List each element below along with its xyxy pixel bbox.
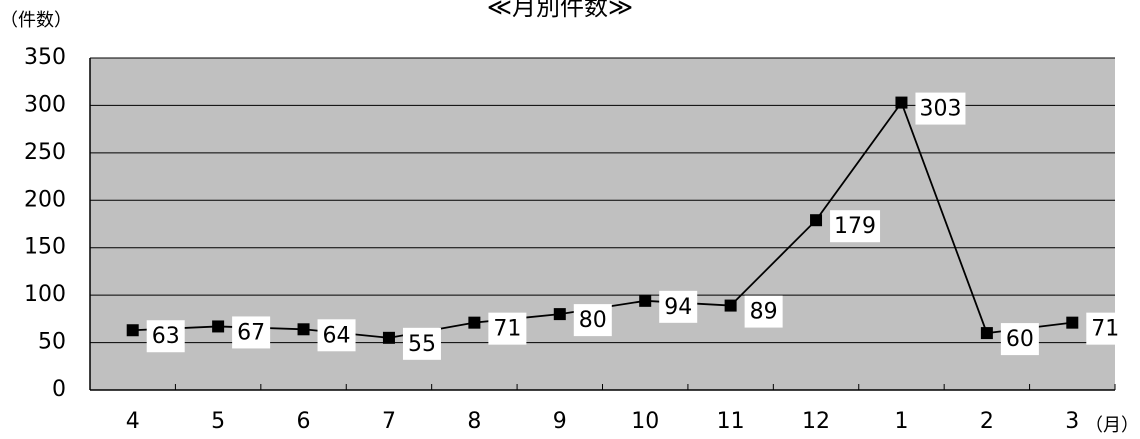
data-label-11: 89 <box>744 295 783 328</box>
x-tick-label-1: 1 <box>894 409 908 434</box>
data-label-text: 67 <box>237 320 265 345</box>
y-tick-label-300: 300 <box>24 92 66 117</box>
data-label-text: 63 <box>152 324 180 349</box>
data-point-5 <box>212 320 225 333</box>
data-point-3 <box>1066 316 1079 329</box>
y-axis-unit-label: （件数） <box>0 10 72 31</box>
x-tick-label-3: 3 <box>1065 409 1079 434</box>
data-label-box <box>915 92 966 125</box>
data-label-box <box>402 327 441 360</box>
x-tick-label-5: 5 <box>211 409 225 434</box>
data-label-box <box>317 319 356 352</box>
data-point-7 <box>382 331 395 344</box>
data-label-box <box>146 320 185 353</box>
x-tick-label-12: 12 <box>802 409 830 434</box>
x-tick-label-11: 11 <box>717 409 745 434</box>
y-tick-label-100: 100 <box>24 282 66 307</box>
data-label-text: 55 <box>408 332 436 357</box>
data-label-box <box>744 295 783 328</box>
data-point-10 <box>639 294 652 307</box>
data-label-text: 179 <box>834 214 876 239</box>
x-tick-label-8: 8 <box>467 409 481 434</box>
data-label-3: 71 <box>1086 312 1125 345</box>
data-label-4: 63 <box>146 320 185 353</box>
x-tick-label-2: 2 <box>980 409 994 434</box>
data-label-text: 71 <box>493 317 521 342</box>
data-labels: 63 67 64 55 71 80 94 89 179 303 60 71 <box>146 92 1125 360</box>
y-tick-label-350: 350 <box>24 45 66 70</box>
data-label-12: 179 <box>830 210 881 243</box>
data-label-2: 60 <box>1000 323 1039 356</box>
x-tick-label-4: 4 <box>126 409 140 434</box>
data-label-text: 64 <box>323 323 351 348</box>
data-label-box <box>232 316 271 349</box>
data-point-1 <box>895 96 908 109</box>
x-tick-labels: 4 5 6 7 8 9 10 11 12 1 2 3 <box>126 409 1080 434</box>
data-label-5: 67 <box>232 316 271 349</box>
y-tick-label-50: 50 <box>38 330 66 355</box>
x-tick-label-7: 7 <box>382 409 396 434</box>
data-label-8: 71 <box>488 312 527 345</box>
data-point-4 <box>126 324 139 337</box>
y-tick-label-0: 0 <box>52 377 66 402</box>
data-label-10: 94 <box>659 290 698 323</box>
data-label-text: 94 <box>664 295 692 320</box>
data-label-text: 89 <box>750 300 778 325</box>
data-label-1: 303 <box>915 92 966 125</box>
data-label-text: 60 <box>1006 327 1034 352</box>
data-label-7: 55 <box>402 327 441 360</box>
data-label-box <box>488 312 527 345</box>
data-label-9: 80 <box>573 304 612 337</box>
data-label-text: 80 <box>579 308 607 333</box>
x-axis-unit-label: （月） <box>1085 415 1139 436</box>
x-tick-label-10: 10 <box>631 409 659 434</box>
x-tick-label-9: 9 <box>553 409 567 434</box>
y-tick-label-150: 150 <box>24 235 66 260</box>
y-tick-label-250: 250 <box>24 140 66 165</box>
y-tick-label-200: 200 <box>24 187 66 212</box>
y-tick-labels: 0 50 100 150 200 250 300 350 <box>24 45 66 402</box>
data-label-text: 303 <box>919 97 961 122</box>
data-label-box <box>573 304 612 337</box>
data-point-12 <box>810 214 823 227</box>
data-label-text: 71 <box>1091 317 1119 342</box>
chart-title: ≪月別件数≫ <box>487 0 633 21</box>
data-label-box <box>1000 323 1039 356</box>
data-label-box <box>1086 312 1125 345</box>
data-point-9 <box>553 308 566 321</box>
x-tick-label-6: 6 <box>297 409 311 434</box>
data-point-6 <box>297 323 310 336</box>
data-point-2 <box>980 327 993 340</box>
data-label-box <box>659 290 698 323</box>
data-point-11 <box>724 299 737 312</box>
axes <box>89 58 1116 391</box>
data-label-6: 64 <box>317 319 356 352</box>
data-point-8 <box>468 316 481 329</box>
data-label-box <box>830 210 881 243</box>
